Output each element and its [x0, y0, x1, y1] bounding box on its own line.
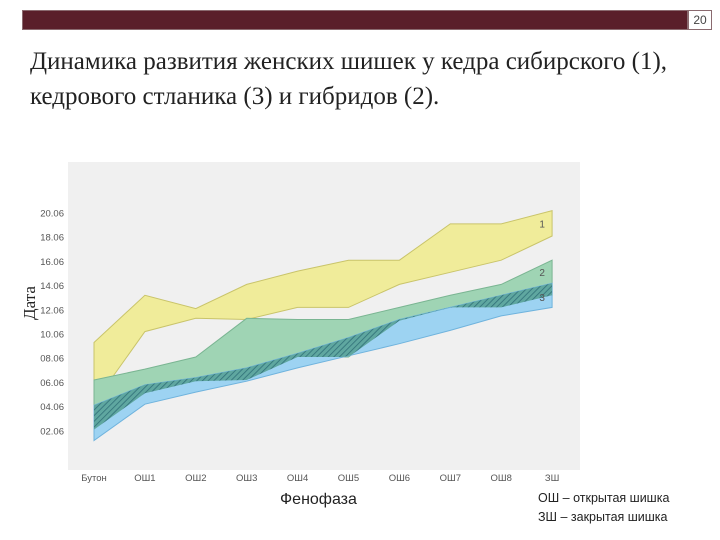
- x-tick-label: ОШ1: [134, 473, 155, 484]
- series-label-3: 3: [539, 293, 545, 304]
- x-tick-label: ОШ3: [236, 473, 257, 484]
- x-tick-label: Бутон: [81, 473, 107, 484]
- slide-header-bar: [22, 10, 688, 30]
- y-tick-label: 14.06: [40, 281, 64, 292]
- y-tick-label: 16.06: [40, 257, 64, 268]
- x-tick-label: ОШ7: [440, 473, 461, 484]
- x-tick-label: ОШ2: [185, 473, 206, 484]
- series-band-1: [93, 209, 553, 405]
- y-tick-label: 04.06: [40, 402, 64, 413]
- y-tick-label: 18.06: [40, 233, 64, 244]
- legend-note-open: ОШ – открытая шишка: [538, 491, 670, 505]
- slide-title: Динамика развития женских шишек у кедра …: [30, 48, 668, 110]
- x-tick-label: ОШ5: [338, 473, 359, 484]
- y-tick-label: 10.06: [40, 330, 64, 341]
- series-label-2: 2: [539, 268, 545, 279]
- y-tick-label: 06.06: [40, 378, 64, 389]
- y-tick-label: 08.06: [40, 354, 64, 365]
- legend-note-closed: ЗШ – закрытая шишка: [538, 510, 668, 524]
- x-tick-label: ОШ8: [491, 473, 512, 484]
- y-tick-label: 20.06: [40, 209, 64, 220]
- y-tick-label: 02.06: [40, 426, 64, 437]
- x-tick-label: ОШ4: [287, 473, 308, 484]
- x-tick-label: ЗШ: [545, 473, 559, 484]
- series-label-1: 1: [539, 219, 545, 230]
- x-axis-label: Фенофаза: [280, 491, 357, 508]
- slide-number: 20: [688, 10, 712, 30]
- y-axis-label: Дата: [20, 286, 39, 320]
- y-tick-label: 12.06: [40, 305, 64, 316]
- x-tick-label: ОШ6: [389, 473, 410, 484]
